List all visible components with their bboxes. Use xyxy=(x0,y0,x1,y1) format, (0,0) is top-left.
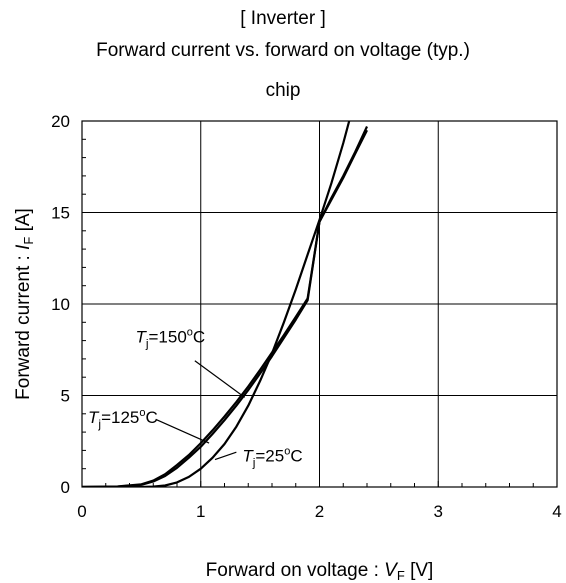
series-line-1 xyxy=(82,126,368,487)
annotation-label: Tj=125oC xyxy=(88,407,158,431)
x-tick-label: 3 xyxy=(434,502,443,521)
chart-subtitle: Forward current vs. forward on voltage (… xyxy=(96,40,470,61)
chart-subtitle-chip: chip xyxy=(265,80,301,101)
annotation-leader xyxy=(155,418,210,444)
series-line-0 xyxy=(82,129,368,487)
y-tick-label: 10 xyxy=(51,295,70,314)
annotations: Tj=150oC Tj=125oC Tj=25oC xyxy=(88,326,303,469)
annotation-label: Tj=150oC xyxy=(135,326,205,350)
plot-frame xyxy=(81,120,558,488)
annotation-leader xyxy=(194,360,246,398)
y-axis-title-unit: [A] xyxy=(13,208,34,237)
x-axis-title: Forward on voltage : VF [V] xyxy=(206,560,434,583)
y-axis-title-sub: F xyxy=(21,237,36,245)
y-tick-label: 0 xyxy=(61,478,70,497)
y-tick-label: 20 xyxy=(51,112,70,131)
grid xyxy=(82,121,557,487)
tick-labels: 0 1 2 3 4 0 5 10 15 20 xyxy=(51,112,562,521)
y-tick-label: 5 xyxy=(61,387,70,406)
y-axis-title-pre: Forward current : xyxy=(13,250,34,400)
x-tick-label: 2 xyxy=(315,502,324,521)
annotation-label: Tj=25oC xyxy=(242,445,302,469)
chart-title: [ Inverter ] xyxy=(240,8,326,29)
annotation-leader xyxy=(214,451,237,461)
series-line-2 xyxy=(82,121,351,487)
y-axis-title: Forward current : IF [A] xyxy=(13,208,36,400)
x-axis-title-unit: [V] xyxy=(405,560,434,581)
y-tick-label: 15 xyxy=(51,204,70,223)
y-axis-title-var: I xyxy=(13,244,34,250)
x-axis-title-sub: F xyxy=(397,568,405,583)
x-axis-title-pre: Forward on voltage : xyxy=(206,560,384,581)
x-tick-label: 4 xyxy=(552,502,561,521)
curves xyxy=(82,121,368,487)
x-axis-title-var: V xyxy=(384,560,399,581)
x-tick-label: 0 xyxy=(77,502,86,521)
x-tick-label: 1 xyxy=(196,502,205,521)
